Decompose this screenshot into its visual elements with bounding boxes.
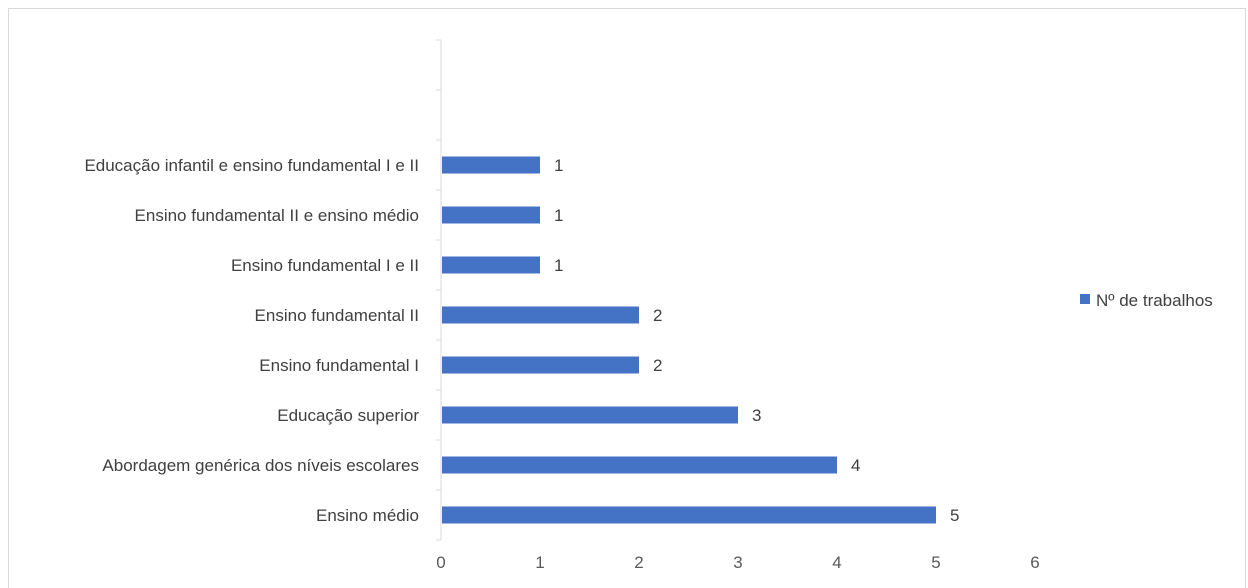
data-label: 2 bbox=[653, 356, 662, 375]
bar bbox=[442, 356, 639, 374]
x-tick-label: 5 bbox=[931, 553, 940, 572]
data-label: 1 bbox=[554, 206, 563, 225]
x-tick-label: 3 bbox=[733, 553, 742, 572]
category-label: Ensino fundamental I e II bbox=[231, 256, 419, 275]
x-tick-label: 1 bbox=[535, 553, 544, 572]
x-tick-label: 4 bbox=[832, 553, 841, 572]
x-tick-label: 0 bbox=[436, 553, 445, 572]
category-label: Ensino fundamental I bbox=[259, 356, 419, 375]
value-labels: 5 4 3 2 2 1 1 1 bbox=[554, 156, 959, 525]
bar bbox=[442, 456, 837, 474]
bar bbox=[442, 406, 738, 424]
x-tick-label: 6 bbox=[1030, 553, 1039, 572]
category-label: Educação superior bbox=[277, 406, 419, 425]
chart-frame bbox=[8, 8, 1246, 588]
bar bbox=[442, 306, 639, 324]
bar bbox=[442, 156, 540, 174]
axis-layer bbox=[436, 39, 442, 541]
data-label: 2 bbox=[653, 306, 662, 325]
legend: Nº de trabalhos bbox=[1080, 291, 1213, 310]
category-labels: Ensino médio Abordagem genérica dos nívei… bbox=[84, 156, 419, 525]
data-label: 4 bbox=[851, 456, 860, 475]
bar bbox=[442, 506, 936, 524]
category-label: Ensino fundamental II e ensino médio bbox=[135, 206, 419, 225]
category-label: Ensino fundamental II bbox=[255, 306, 419, 325]
bar bbox=[442, 256, 540, 274]
data-label: 3 bbox=[752, 406, 761, 425]
category-label: Educação infantil e ensino fundamental I… bbox=[84, 156, 419, 175]
x-tick-labels: 0 1 2 3 4 5 6 bbox=[436, 553, 1039, 572]
x-tick-label: 2 bbox=[634, 553, 643, 572]
category-label: Abordagem genérica dos níveis escolares bbox=[102, 456, 419, 475]
data-label: 1 bbox=[554, 156, 563, 175]
data-label: 5 bbox=[950, 506, 959, 525]
legend-swatch bbox=[1080, 294, 1090, 304]
category-label: Ensino médio bbox=[316, 506, 419, 525]
legend-label: Nº de trabalhos bbox=[1096, 291, 1213, 310]
data-label: 1 bbox=[554, 256, 563, 275]
bars-layer bbox=[442, 156, 936, 524]
bar bbox=[442, 206, 540, 224]
